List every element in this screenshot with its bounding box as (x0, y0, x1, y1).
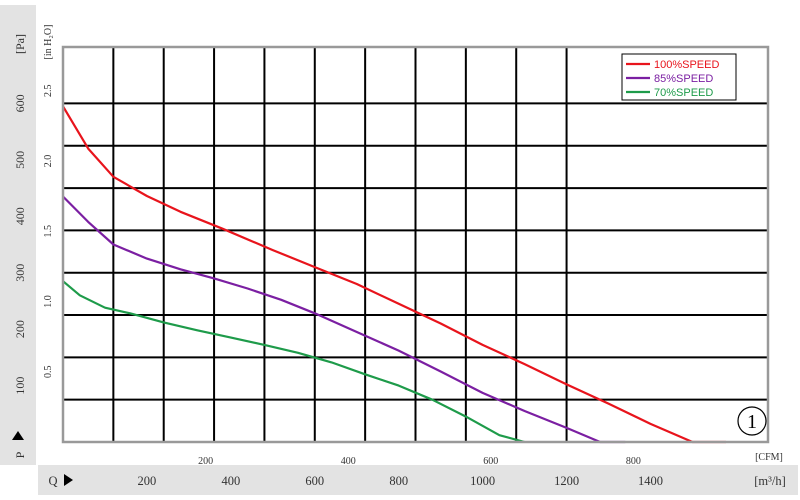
x-tick-cfm-200: 200 (198, 456, 213, 467)
y-tick-inh2o-2: 1.5 (43, 225, 54, 238)
y-tick-inh2o-1: 1.0 (43, 295, 54, 308)
x-axis-symbol: Q (48, 474, 57, 488)
legend: 100%SPEED 85%SPEED 70%SPEED (621, 53, 737, 101)
y-axis-unit-inh2o: [in H₂O] (43, 25, 54, 60)
series-line-2 (62, 280, 525, 444)
x-axis-unit-cfm: [CFM] (755, 452, 783, 463)
legend-label-1: 85%SPEED (654, 73, 713, 85)
axes: 100 200 300 400 500 600 [Pa] P 0.5 1.0 1.5 2.0 2.5 [i… (12, 25, 786, 488)
badge-circle (737, 406, 767, 436)
y-axis-arrow-icon (12, 431, 24, 440)
x-tick-m3h-800: 800 (389, 474, 408, 488)
y-tick-pa-600: 600 (13, 94, 27, 112)
y-tick-inh2o-0: 0.5 (43, 365, 54, 378)
x-tick-m3h-1200: 1200 (554, 474, 579, 488)
legend-label-0: 100%SPEED (654, 59, 719, 71)
y-tick-pa-100: 100 (13, 377, 27, 395)
series-lines (62, 105, 726, 444)
y-tick-pa-400: 400 (13, 207, 27, 225)
badge-label: 1 (747, 411, 757, 433)
x-tick-cfm-600: 600 (483, 456, 498, 467)
plot-frame (61, 45, 770, 444)
bottom-axis-band (38, 465, 798, 495)
x-tick-m3h-1000: 1000 (470, 474, 495, 488)
y-tick-pa-500: 500 (13, 151, 27, 169)
x-axis-arrow-icon (64, 474, 73, 486)
left-axis-band (0, 5, 36, 465)
x-tick-m3h-1400: 1400 (638, 474, 663, 488)
y-axis-unit-pa: [Pa] (13, 34, 27, 54)
y-tick-inh2o-3: 2.0 (43, 155, 54, 168)
y-tick-inh2o-4: 2.5 (43, 84, 54, 97)
y-tick-pa-300: 300 (13, 264, 27, 282)
x-tick-cfm-400: 400 (341, 456, 356, 467)
grid (63, 47, 768, 442)
x-tick-cfm-800: 800 (626, 456, 641, 467)
series-line-1 (62, 195, 626, 444)
x-axis-unit-m3h: [m³/h] (754, 474, 786, 488)
y-tick-pa-200: 200 (13, 320, 27, 338)
series-line-0 (62, 105, 726, 444)
y-axis-symbol: P (13, 451, 27, 458)
x-tick-m3h-600: 600 (305, 474, 324, 488)
legend-label-2: 70%SPEED (654, 87, 713, 99)
x-tick-m3h-400: 400 (221, 474, 240, 488)
chart-badge: 1 (737, 406, 767, 436)
x-tick-m3h-200: 200 (138, 474, 157, 488)
